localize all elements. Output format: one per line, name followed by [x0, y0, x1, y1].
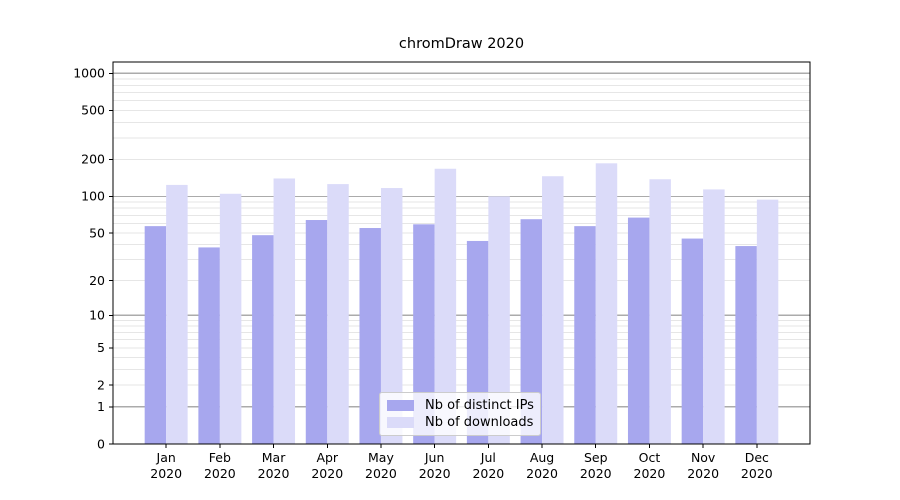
bar-downloads-jun	[434, 168, 457, 444]
x-tick-label-jul: Jul 2020	[472, 450, 504, 481]
plot-border	[112, 61, 811, 445]
legend-label-downloads: Nb of downloads	[425, 415, 534, 430]
bar-ips-feb	[198, 247, 220, 444]
y-tick-label-1: 1	[97, 399, 105, 414]
bar-downloads-jan	[166, 184, 188, 444]
bar-ips-mar	[252, 235, 274, 444]
bar-downloads-dec	[756, 199, 779, 444]
x-tick-label-may: May 2020	[365, 450, 397, 481]
bar-downloads-oct	[649, 179, 671, 445]
bar-downloads-jul	[488, 196, 510, 444]
bar-ips-aug	[520, 219, 543, 444]
y-tick-label-500: 500	[81, 103, 105, 118]
bar-ips-oct	[627, 217, 650, 444]
bar-ips-jan	[144, 226, 167, 444]
bar-ips-dec	[735, 246, 757, 444]
y-tick-label-1000: 1000	[73, 66, 105, 81]
x-tick-label-sep: Sep 2020	[580, 450, 612, 481]
x-tick-label-oct: Oct 2020	[634, 450, 666, 481]
bar-ips-nov	[681, 238, 704, 444]
bar-ips-sep	[574, 226, 596, 444]
x-tick-label-feb: Feb 2020	[204, 450, 236, 481]
x-tick-label-apr: Apr 2020	[311, 450, 343, 481]
y-tick-label-200: 200	[81, 152, 105, 167]
x-tick-label-jun: Jun 2020	[419, 450, 451, 481]
bar-ips-jun	[413, 224, 435, 444]
bar-downloads-mar	[273, 178, 296, 444]
bar-downloads-sep	[595, 163, 618, 444]
y-tick-label-5: 5	[97, 340, 105, 355]
x-tick-label-dec: Dec 2020	[741, 450, 773, 481]
y-tick-label-100: 100	[81, 189, 105, 204]
y-tick-label-10: 10	[89, 308, 105, 323]
x-tick-label-aug: Aug 2020	[526, 450, 558, 481]
legend-item-distinct-ips: Nb of distinct IPs	[387, 398, 534, 413]
x-tick-label-jan: Jan 2020	[150, 450, 182, 481]
bar-ips-may	[359, 228, 381, 444]
legend-swatch-downloads	[387, 417, 414, 428]
legend-swatch-distinct-ips	[387, 400, 414, 411]
y-tick-label-50: 50	[89, 225, 105, 240]
x-tick-label-mar: Mar 2020	[258, 450, 290, 481]
bar-downloads-aug	[542, 176, 564, 444]
y-tick-label-2: 2	[97, 377, 105, 392]
y-tick-label-0: 0	[97, 436, 105, 451]
bar-ips-apr	[305, 220, 328, 444]
bar-downloads-may	[380, 188, 403, 444]
chart-title: chromDraw 2020	[398, 36, 525, 52]
legend-item-downloads: Nb of downloads	[387, 415, 534, 430]
bar-downloads-feb	[219, 193, 242, 444]
x-tick-label-nov: Nov 2020	[687, 450, 719, 481]
bar-downloads-apr	[327, 184, 349, 445]
bar-downloads-nov	[703, 189, 725, 444]
legend-label-distinct-ips: Nb of distinct IPs	[425, 398, 534, 413]
y-tick-label-20: 20	[89, 273, 105, 288]
legend: Nb of distinct IPs Nb of downloads	[379, 392, 541, 436]
